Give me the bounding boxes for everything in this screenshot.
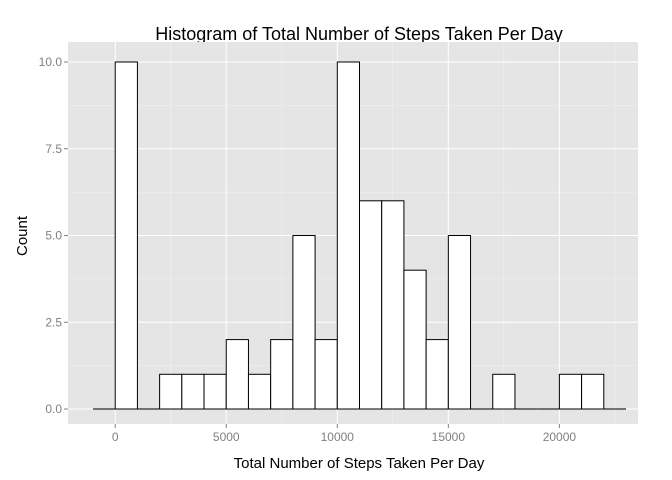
histogram-bar	[314, 339, 338, 410]
histogram-bar	[203, 373, 227, 410]
y-axis: 0.0 2.5 5.0 7.5 10.0	[39, 55, 68, 416]
x-tick-label: 15000	[432, 430, 466, 444]
x-axis: 0 5000 10000 15000 20000	[112, 424, 577, 444]
histogram-bar	[581, 373, 605, 410]
histogram-bar	[447, 235, 472, 410]
x-tick-label: 10000	[321, 430, 355, 444]
x-tick-label: 0	[112, 430, 119, 444]
histogram-bar	[114, 61, 138, 410]
histogram-bar	[425, 339, 449, 410]
x-tick-label: 5000	[213, 430, 240, 444]
histogram-bar	[159, 373, 183, 410]
histogram-bar	[492, 373, 516, 410]
histogram-bars	[93, 61, 626, 410]
histogram-bar	[225, 339, 249, 410]
y-tick-label: 2.5	[45, 315, 62, 329]
histogram-bar	[292, 235, 316, 410]
histogram-bar	[558, 373, 583, 410]
x-axis-title: Total Number of Steps Taken Per Day	[234, 455, 485, 472]
chart-title: Histogram of Total Number of Steps Taken…	[155, 24, 563, 44]
histogram-bar	[247, 373, 272, 410]
histogram-bar	[270, 339, 294, 410]
y-tick-label: 0.0	[45, 402, 62, 416]
y-axis-title: Count	[14, 215, 31, 256]
histogram-bar	[181, 373, 205, 410]
x-tick-label: 20000	[543, 430, 577, 444]
histogram-bar	[359, 200, 383, 410]
histogram-bar	[381, 200, 405, 410]
y-tick-label: 7.5	[45, 142, 62, 156]
histogram-bar	[403, 269, 427, 410]
y-tick-label: 10.0	[39, 55, 63, 69]
y-tick-label: 5.0	[45, 229, 62, 243]
histogram-bar	[336, 61, 360, 410]
